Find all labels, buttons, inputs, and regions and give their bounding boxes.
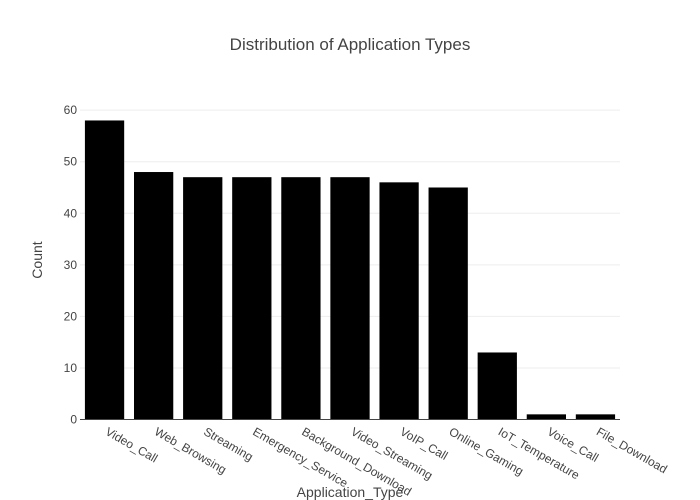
bar-emergency-service[interactable] — [232, 177, 272, 420]
bar-web-browsing[interactable] — [134, 172, 174, 420]
x-axis-label: Application_Type — [297, 484, 404, 500]
y-tick-label: 40 — [64, 206, 78, 220]
x-tick-label: IoT_Temperature — [496, 424, 582, 482]
bar-voice-call[interactable] — [526, 414, 566, 420]
x-tick-label: Video_Call — [103, 424, 160, 465]
bar-video-streaming[interactable] — [330, 177, 370, 420]
y-tick-label: 50 — [64, 155, 78, 169]
y-tick-label: 20 — [64, 309, 78, 323]
bar-video-call[interactable] — [84, 120, 125, 420]
bar-streaming[interactable] — [183, 177, 223, 420]
y-tick-label: 10 — [64, 361, 78, 375]
bar-online-gaming[interactable] — [428, 187, 468, 420]
y-tick-label: 30 — [64, 258, 78, 272]
x-tick-label: File_Download — [594, 424, 670, 476]
chart-title: Distribution of Application Types — [230, 35, 471, 54]
y-tick-labels: 0 10 20 30 40 50 60 — [64, 103, 78, 426]
y-axis-label: Count — [29, 241, 45, 278]
bar-background-download[interactable] — [281, 177, 321, 420]
bar-file-download[interactable] — [575, 414, 616, 420]
bar-voip-call[interactable] — [379, 182, 419, 420]
bars — [84, 120, 616, 420]
y-tick-label: 60 — [64, 103, 78, 117]
y-tick-label: 0 — [70, 413, 77, 427]
bar-iot-temperature[interactable] — [477, 352, 517, 420]
